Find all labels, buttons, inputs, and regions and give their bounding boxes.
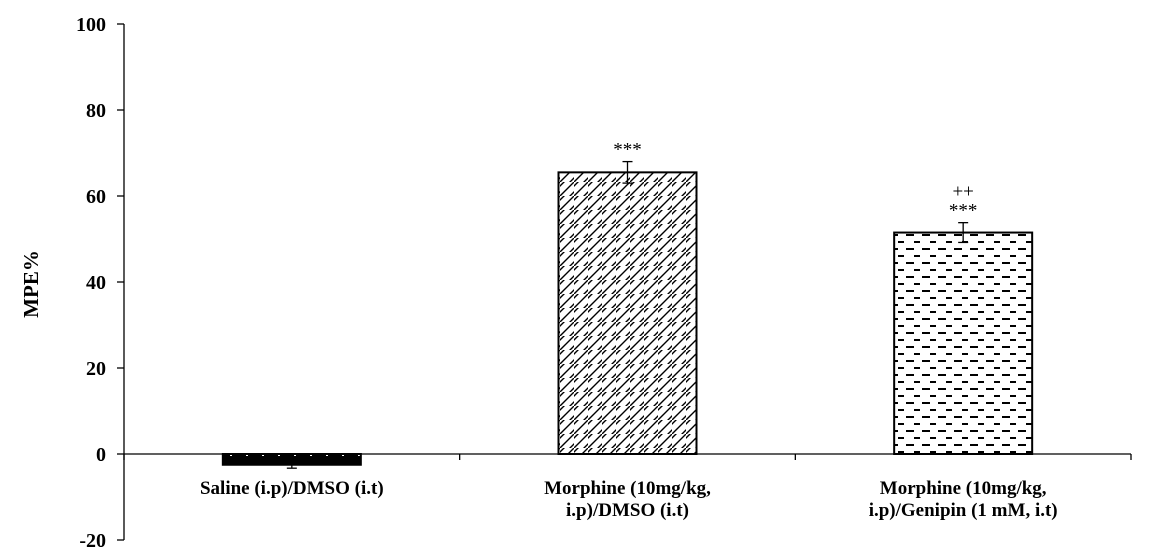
y-tick-label: 40 (86, 272, 106, 294)
bars: ***++*** (221, 140, 1034, 469)
bar (893, 231, 1034, 455)
y-tick-label: 60 (86, 186, 106, 208)
significance-marker: ++ (952, 182, 973, 203)
category-label: Morphine (10mg/kg, (544, 478, 711, 499)
y-tick-label: -20 (79, 530, 106, 550)
category-label: Morphine (10mg/kg, (880, 478, 1047, 499)
category-label: Saline (i.p)/DMSO (i.t) (200, 478, 384, 499)
y-tick-label: 100 (76, 14, 106, 36)
category-label: i.p)/Genipin (1 mM, i.t) (869, 500, 1058, 521)
y-tick-label: 80 (86, 100, 106, 122)
significance-marker: *** (613, 140, 642, 161)
bar (557, 171, 698, 455)
category-labels: Saline (i.p)/DMSO (i.t) Morphine (10mg/kg… (200, 478, 1058, 521)
y-tick-label: 20 (86, 358, 106, 380)
y-axis: -20 0 20 40 60 80 100 (76, 14, 125, 550)
x-axis (123, 453, 1132, 460)
category-label: i.p)/DMSO (i.t) (566, 500, 689, 521)
significance-marker: *** (949, 201, 978, 222)
y-axis-title: MPE% (19, 250, 43, 318)
y-tick-label: 0 (96, 444, 106, 466)
